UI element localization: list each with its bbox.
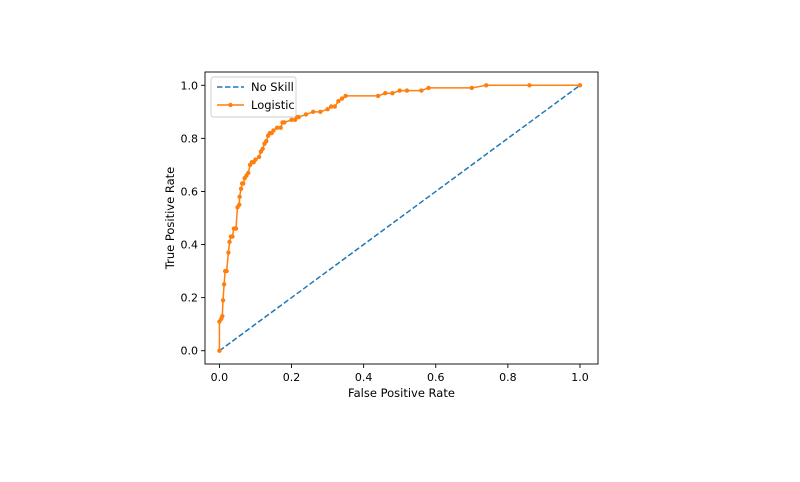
data-point [426, 85, 431, 91]
data-point [224, 268, 229, 274]
data-point [274, 125, 280, 130]
legend-box [210, 76, 297, 118]
data-point [325, 106, 330, 112]
y-tick-label: 0.2 [181, 292, 199, 305]
legend-marker [228, 102, 233, 108]
data-point [375, 93, 381, 99]
data-point [328, 104, 334, 109]
data-point [237, 194, 242, 199]
data-point [260, 146, 265, 152]
data-point [419, 88, 424, 93]
data-point [253, 157, 258, 162]
legend-item-no-skill: No Skill [217, 80, 294, 94]
data-point [303, 112, 309, 117]
data-point [264, 138, 269, 144]
data-point [282, 120, 287, 125]
plot-frame [204, 71, 599, 365]
legend: No Skill Logistic [210, 76, 297, 118]
data-point [226, 250, 231, 255]
data-point [227, 239, 232, 245]
legend-label: Logistic [251, 98, 295, 112]
data-point [390, 91, 395, 96]
data-point [296, 114, 301, 120]
data-point [336, 99, 341, 104]
x-tick-label: 0.4 [355, 371, 373, 384]
y-axis: 0.0 0.2 0.4 0.6 0.8 1.0 [181, 79, 205, 358]
x-tick-label: 0.2 [283, 371, 301, 384]
x-tick-label: 0.0 [211, 371, 229, 384]
y-tick-label: 1.0 [181, 79, 199, 92]
data-point [577, 83, 583, 88]
data-point [238, 186, 244, 191]
data-point [271, 128, 276, 133]
series-layer [217, 83, 583, 353]
y-tick-label: 0.8 [181, 132, 199, 145]
x-tick-label: 0.6 [427, 371, 445, 384]
x-tick-label: 0.8 [499, 371, 517, 384]
y-tick-label: 0.4 [181, 239, 199, 252]
data-point [230, 234, 235, 239]
x-tick-label: 1.0 [571, 371, 589, 384]
data-point [220, 298, 226, 303]
data-point [527, 83, 532, 88]
data-point [339, 96, 345, 101]
data-point [484, 83, 489, 88]
data-point [241, 181, 246, 186]
series-no-skill [218, 84, 581, 352]
data-point [404, 88, 410, 93]
data-point [310, 109, 316, 115]
series-line-no-skill [218, 84, 581, 352]
data-point [469, 85, 475, 91]
series-logistic [217, 83, 583, 353]
y-tick-label: 0.0 [181, 345, 199, 358]
x-axis: 0.0 0.2 0.4 0.6 0.8 1.0 [211, 364, 589, 384]
data-point [233, 226, 239, 231]
data-point [220, 314, 225, 319]
data-point [343, 93, 348, 99]
data-point [256, 154, 262, 160]
data-point [246, 170, 251, 176]
legend-label: No Skill [251, 80, 294, 94]
data-point [237, 202, 242, 207]
data-point [217, 348, 222, 353]
y-tick-label: 0.6 [181, 185, 199, 198]
y-axis-label: True Positive Rate [163, 167, 177, 270]
data-point [397, 88, 402, 93]
data-point [383, 91, 388, 96]
data-point [318, 109, 323, 115]
data-point [278, 125, 283, 130]
x-axis-label: False Positive Rate [348, 386, 455, 400]
data-point [332, 104, 337, 109]
data-point [221, 282, 227, 287]
legend-item-logistic: Logistic [217, 98, 295, 112]
data-point [289, 117, 294, 122]
